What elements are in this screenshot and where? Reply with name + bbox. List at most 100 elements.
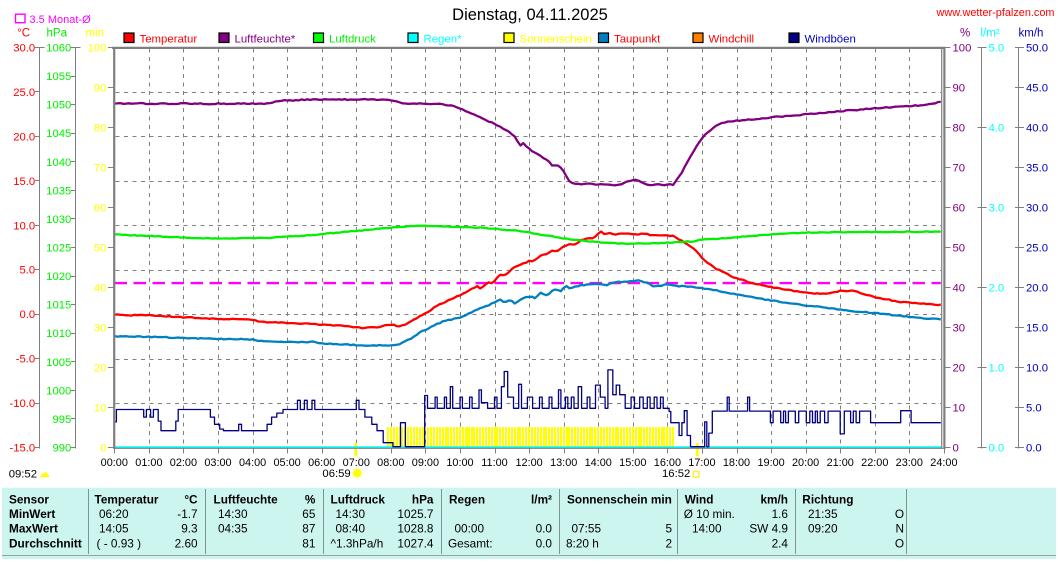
svg-text:35.0: 35.0 bbox=[1026, 163, 1048, 175]
svg-text:1035: 1035 bbox=[46, 185, 71, 197]
svg-text:06:20: 06:20 bbox=[99, 507, 129, 521]
svg-text:1040: 1040 bbox=[46, 157, 71, 169]
svg-text:60: 60 bbox=[953, 203, 966, 215]
svg-text:13:00: 13:00 bbox=[550, 457, 577, 469]
svg-text:1005: 1005 bbox=[46, 357, 71, 369]
svg-text:11:00: 11:00 bbox=[481, 457, 507, 469]
svg-text:07:00: 07:00 bbox=[343, 457, 370, 469]
svg-text:Regen: Regen bbox=[449, 492, 485, 506]
svg-text:06:00: 06:00 bbox=[308, 457, 335, 469]
svg-text:Regen*: Regen* bbox=[424, 34, 463, 46]
svg-text:15.0: 15.0 bbox=[13, 176, 35, 188]
svg-text:2.0: 2.0 bbox=[989, 283, 1005, 295]
svg-text:Temperatur: Temperatur bbox=[95, 492, 159, 506]
svg-text:08:40: 08:40 bbox=[336, 522, 366, 536]
svg-text:Gesamt:: Gesamt: bbox=[448, 536, 493, 550]
svg-text:70: 70 bbox=[94, 163, 107, 175]
svg-text:hPa: hPa bbox=[47, 27, 68, 39]
svg-text:06:59: 06:59 bbox=[322, 468, 350, 480]
svg-text:14:05: 14:05 bbox=[99, 522, 129, 536]
svg-text:Luftdruck: Luftdruck bbox=[329, 34, 376, 46]
svg-text:°C: °C bbox=[17, 27, 30, 39]
svg-text:1010: 1010 bbox=[46, 328, 71, 340]
svg-text:30: 30 bbox=[953, 323, 966, 335]
svg-text:12:00: 12:00 bbox=[515, 457, 542, 469]
svg-text:%: % bbox=[960, 27, 970, 39]
svg-text:1027.4: 1027.4 bbox=[397, 536, 434, 550]
svg-text:20.0: 20.0 bbox=[13, 131, 35, 143]
svg-text:20:00: 20:00 bbox=[792, 457, 819, 469]
svg-text:0.0: 0.0 bbox=[536, 522, 553, 536]
svg-text:10: 10 bbox=[953, 403, 966, 415]
svg-text:60: 60 bbox=[94, 203, 107, 215]
svg-text:hPa: hPa bbox=[412, 492, 434, 506]
svg-text:1.0: 1.0 bbox=[989, 363, 1005, 375]
svg-text:50.0: 50.0 bbox=[1026, 43, 1048, 55]
svg-text:25.0: 25.0 bbox=[1026, 243, 1048, 255]
svg-text:min: min bbox=[85, 27, 104, 39]
svg-text:1030: 1030 bbox=[46, 214, 71, 226]
svg-text:14:30: 14:30 bbox=[336, 507, 366, 521]
svg-text:SW 4.9: SW 4.9 bbox=[749, 522, 788, 536]
svg-text:Taupunkt: Taupunkt bbox=[614, 34, 661, 46]
svg-text:30.0: 30.0 bbox=[13, 43, 35, 55]
svg-text:18:00: 18:00 bbox=[723, 457, 750, 469]
svg-text:17:00: 17:00 bbox=[688, 457, 715, 469]
svg-text:1028.8: 1028.8 bbox=[397, 522, 434, 536]
svg-text:2: 2 bbox=[665, 536, 672, 550]
svg-text:O: O bbox=[895, 507, 904, 521]
svg-text:10:00: 10:00 bbox=[446, 457, 473, 469]
svg-text:70: 70 bbox=[953, 163, 966, 175]
svg-text:8:20 h: 8:20 h bbox=[566, 536, 599, 550]
svg-text:5.0: 5.0 bbox=[1026, 403, 1042, 415]
svg-text:01:00: 01:00 bbox=[135, 457, 162, 469]
svg-text:%: % bbox=[305, 492, 316, 506]
svg-text:00:00: 00:00 bbox=[101, 457, 128, 469]
svg-text:40: 40 bbox=[94, 283, 107, 295]
svg-text:9.3: 9.3 bbox=[181, 522, 198, 536]
svg-text:Sensor: Sensor bbox=[9, 492, 49, 506]
svg-text:2.4: 2.4 bbox=[772, 536, 789, 550]
svg-text:03:00: 03:00 bbox=[204, 457, 231, 469]
svg-text:( - 0.93 ): ( - 0.93 ) bbox=[97, 536, 142, 550]
svg-text:19:00: 19:00 bbox=[757, 457, 784, 469]
svg-text:4.0: 4.0 bbox=[989, 123, 1005, 135]
svg-text:23:00: 23:00 bbox=[896, 457, 923, 469]
svg-text:1050: 1050 bbox=[46, 100, 71, 112]
svg-text:km/h: km/h bbox=[760, 492, 788, 506]
svg-text:30.0: 30.0 bbox=[1026, 203, 1048, 215]
svg-text:0.0: 0.0 bbox=[989, 443, 1005, 455]
svg-text:24:00: 24:00 bbox=[930, 457, 957, 469]
svg-text:l/m²: l/m² bbox=[531, 492, 552, 506]
svg-text:^1.3hPa/h: ^1.3hPa/h bbox=[331, 536, 384, 550]
svg-text:50: 50 bbox=[94, 243, 107, 255]
svg-text:1025.7: 1025.7 bbox=[397, 507, 433, 521]
svg-text:1045: 1045 bbox=[46, 128, 71, 140]
svg-text:0: 0 bbox=[953, 443, 959, 455]
svg-text:00:00: 00:00 bbox=[455, 522, 485, 536]
svg-text:3.0: 3.0 bbox=[989, 203, 1005, 215]
svg-text:90: 90 bbox=[94, 83, 107, 95]
svg-text:www.wetter-pfalzen.com: www.wetter-pfalzen.com bbox=[935, 7, 1054, 19]
svg-text:Luftdruck: Luftdruck bbox=[331, 492, 386, 506]
svg-text:09:20: 09:20 bbox=[808, 522, 838, 536]
svg-text:1015: 1015 bbox=[46, 300, 71, 312]
svg-text:Wind: Wind bbox=[685, 492, 714, 506]
svg-text:80: 80 bbox=[953, 123, 966, 135]
svg-text:100: 100 bbox=[88, 43, 107, 55]
svg-text:l/m²: l/m² bbox=[981, 27, 1000, 39]
svg-text:14:00: 14:00 bbox=[692, 522, 722, 536]
svg-text:Durchschnitt: Durchschnitt bbox=[9, 536, 82, 550]
svg-text:15.0: 15.0 bbox=[1026, 323, 1048, 335]
svg-text:30: 30 bbox=[94, 323, 107, 335]
svg-text:21:00: 21:00 bbox=[827, 457, 854, 469]
svg-text:km/h: km/h bbox=[1019, 27, 1044, 39]
svg-text:04:00: 04:00 bbox=[239, 457, 266, 469]
svg-text:09:52: 09:52 bbox=[9, 469, 37, 481]
svg-text:40: 40 bbox=[953, 283, 966, 295]
svg-text:02:00: 02:00 bbox=[170, 457, 197, 469]
svg-text:5.0: 5.0 bbox=[19, 265, 35, 277]
svg-text:20: 20 bbox=[953, 363, 966, 375]
svg-text:0.0: 0.0 bbox=[1026, 443, 1042, 455]
svg-text:Temperatur: Temperatur bbox=[140, 34, 198, 46]
